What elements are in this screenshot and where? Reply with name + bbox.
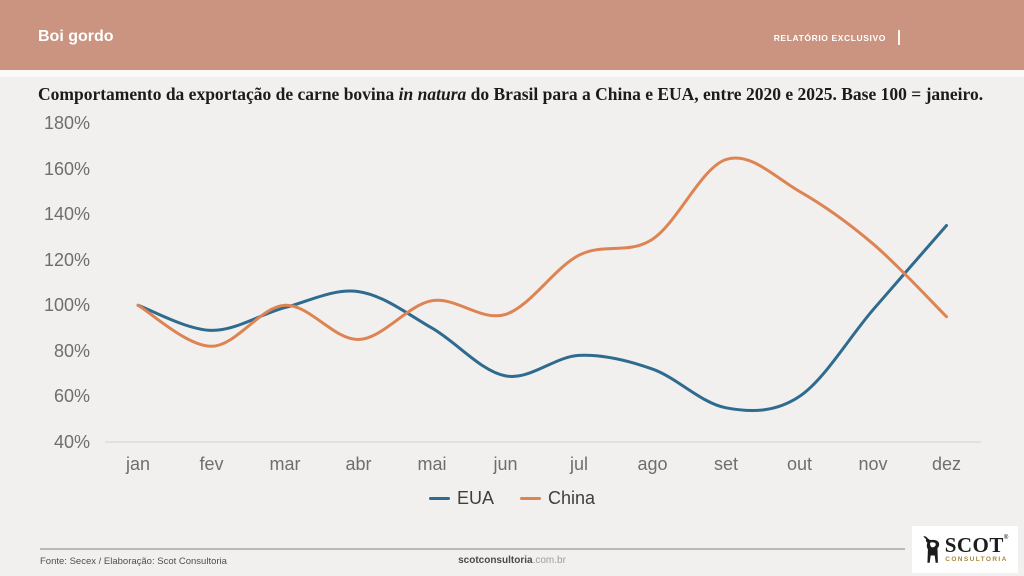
scot-logo-subtitle: CONSULTORIA bbox=[945, 556, 1008, 564]
y-axis-tick-label: 100% bbox=[43, 295, 90, 316]
chart-title-prefix: Comportamento da exportação de carne bov… bbox=[38, 84, 399, 104]
eua-data-line bbox=[136, 224, 948, 413]
chart-title: Comportamento da exportação de carne bov… bbox=[38, 84, 998, 105]
y-axis-tick-label: 120% bbox=[43, 249, 90, 270]
eua-line-swatch-icon bbox=[428, 496, 450, 501]
chart-legend: EUA China bbox=[0, 488, 1024, 509]
footer-divider-line bbox=[40, 548, 905, 550]
scot-logo-text: SCOT® CONSULTORIA bbox=[945, 535, 1009, 564]
footer-website: scotconsultoria.com.br bbox=[0, 555, 1024, 566]
footer-source-text: Fonte: Secex / Elaboração: Scot Consulto… bbox=[40, 556, 227, 567]
china-line-swatch-icon bbox=[519, 496, 541, 501]
legend-label-china: China bbox=[547, 488, 596, 508]
x-axis-tick-label: jan bbox=[125, 454, 151, 474]
x-axis-tick-label: dez bbox=[931, 454, 962, 474]
x-axis-tick-label: abr bbox=[345, 454, 372, 474]
x-axis-tick-label: mar bbox=[269, 454, 301, 474]
header-divider bbox=[898, 30, 900, 45]
x-axis-tick-label: nov bbox=[858, 454, 888, 474]
footer-website-domain: .com.br bbox=[532, 555, 566, 566]
registered-mark-icon: ® bbox=[1003, 535, 1009, 542]
chart-title-italic: in natura bbox=[398, 84, 467, 104]
legend-item-eua: EUA bbox=[428, 488, 494, 509]
y-axis-tick-label: 80% bbox=[53, 340, 90, 361]
chart-title-suffix: do Brasil para a China e EUA, entre 2020… bbox=[466, 84, 984, 104]
header-bar: Boi gordo RELATÓRIO EXCLUSIVO bbox=[0, 0, 1024, 70]
legend-label-eua: EUA bbox=[456, 488, 494, 508]
x-axis-tick-label: jul bbox=[569, 454, 588, 474]
y-axis-tick-label: 60% bbox=[53, 386, 90, 407]
x-axis-tick-label: jun bbox=[493, 454, 518, 474]
bull-icon bbox=[923, 535, 939, 563]
header-right-group: RELATÓRIO EXCLUSIVO bbox=[774, 30, 900, 45]
header-bottom-strip bbox=[0, 70, 1024, 77]
x-axis-tick-label: out bbox=[786, 454, 813, 474]
x-axis-tick-label: fev bbox=[199, 454, 224, 474]
y-axis-tick-label: 140% bbox=[43, 204, 90, 225]
legend-item-china: China bbox=[519, 488, 596, 509]
y-axis-tick-label: 160% bbox=[43, 158, 90, 179]
footer-website-name: scotconsultoria bbox=[458, 555, 533, 566]
page-title: Boi gordo bbox=[38, 28, 114, 45]
exclusive-report-badge: RELATÓRIO EXCLUSIVO bbox=[773, 32, 886, 43]
x-axis-tick-label: ago bbox=[637, 454, 668, 474]
scot-logo-name: SCOT bbox=[944, 533, 1004, 558]
x-axis-tick-label: set bbox=[713, 454, 738, 474]
x-axis-tick-label: mai bbox=[417, 454, 447, 474]
scot-logo: SCOT® CONSULTORIA bbox=[912, 526, 1018, 573]
y-axis-tick-label: 40% bbox=[53, 432, 90, 452]
y-axis-tick-label: 180% bbox=[43, 113, 90, 133]
china-data-line bbox=[136, 156, 948, 348]
